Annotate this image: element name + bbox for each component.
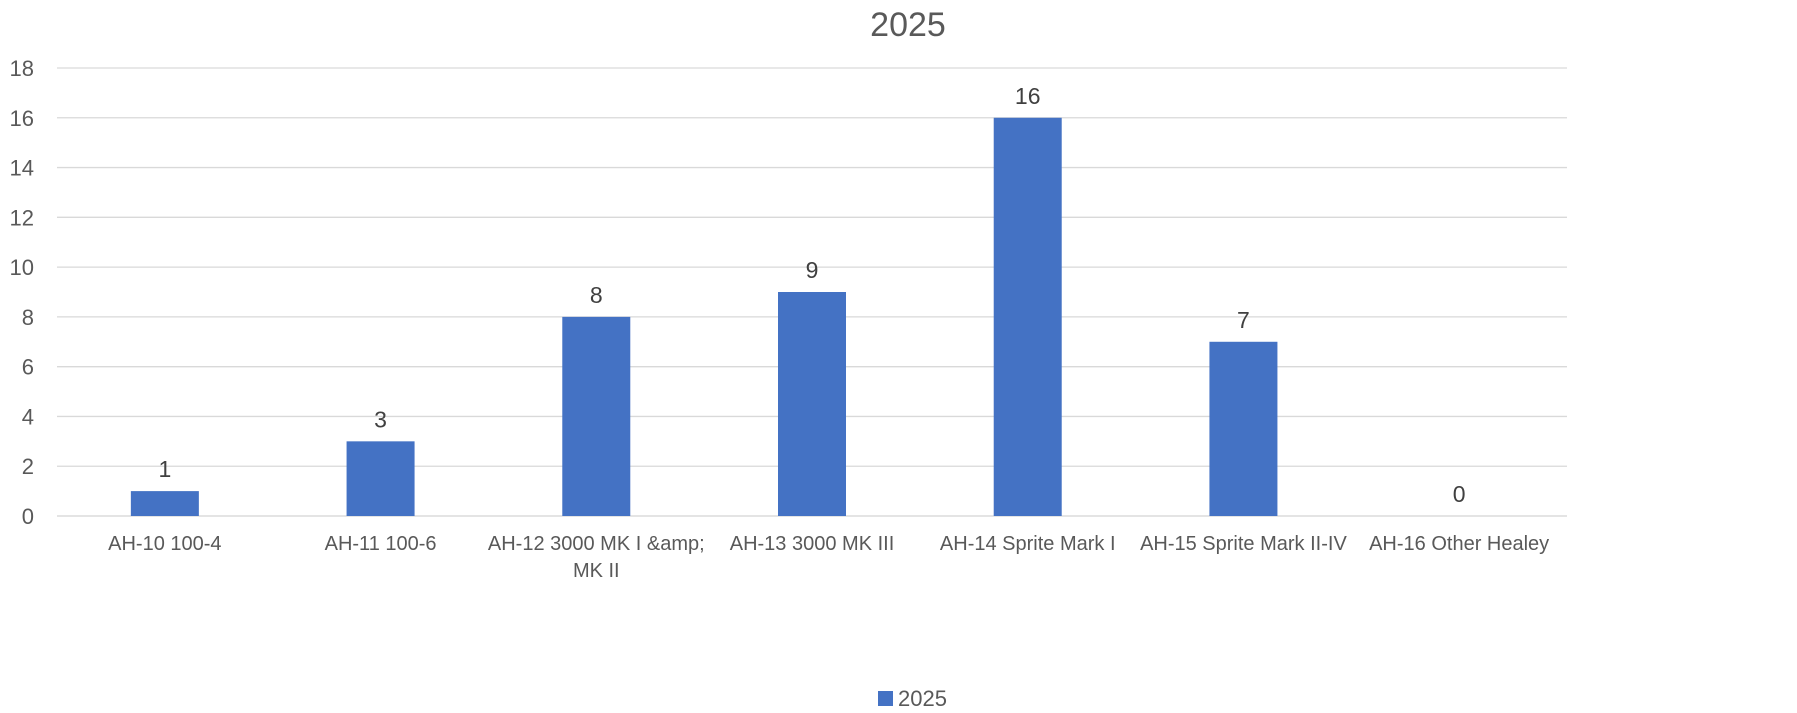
bar (778, 292, 846, 516)
y-tick-label: 14 (10, 156, 34, 181)
y-tick-label: 8 (22, 305, 34, 330)
chart-title: 2025 (870, 6, 946, 44)
legend: 2025 (878, 686, 947, 711)
y-tick-label: 4 (22, 404, 34, 429)
x-axis: AH-10 100-4 AH-11 100-6 AH-12 3000 MK I &a… (108, 533, 1549, 582)
y-tick-label: 16 (10, 106, 34, 131)
y-tick-label: 10 (10, 255, 34, 280)
y-tick-label: 12 (10, 205, 34, 230)
data-label: 3 (374, 406, 387, 432)
data-label: 8 (590, 282, 603, 308)
x-tick-label: AH-12 3000 MK I &amp; (488, 533, 705, 555)
y-tick-label: 18 (10, 56, 34, 81)
bar (1209, 341, 1278, 516)
bar (130, 491, 199, 516)
data-label: 7 (1237, 307, 1250, 333)
bars (130, 117, 1278, 517)
data-labels: 1 3 8 9 16 7 0 (158, 83, 1465, 507)
x-tick-label: AH-16 Other Healey (1369, 533, 1549, 555)
x-tick-label: AH-14 Sprite Mark I (940, 533, 1116, 555)
x-tick-label: AH-11 100-6 (325, 533, 437, 555)
data-label: 0 (1453, 481, 1466, 507)
x-tick-label: MK II (573, 560, 620, 582)
data-label: 9 (806, 257, 819, 283)
bar (993, 117, 1062, 517)
bar (346, 441, 415, 516)
legend-swatch (878, 691, 893, 706)
y-axis: 0 2 4 6 8 10 12 14 16 18 (10, 56, 34, 529)
y-tick-label: 6 (22, 355, 34, 380)
bar (562, 316, 631, 516)
legend-label-2025: 2025 (898, 686, 947, 711)
x-tick-label: AH-10 100-4 (108, 533, 221, 555)
y-tick-label: 0 (22, 504, 34, 529)
x-tick-label: AH-13 3000 MK III (730, 533, 895, 555)
x-tick-label: AH-15 Sprite Mark II-IV (1140, 533, 1347, 555)
data-label: 1 (158, 456, 171, 482)
data-label: 16 (1015, 83, 1041, 109)
y-tick-label: 2 (22, 454, 34, 479)
